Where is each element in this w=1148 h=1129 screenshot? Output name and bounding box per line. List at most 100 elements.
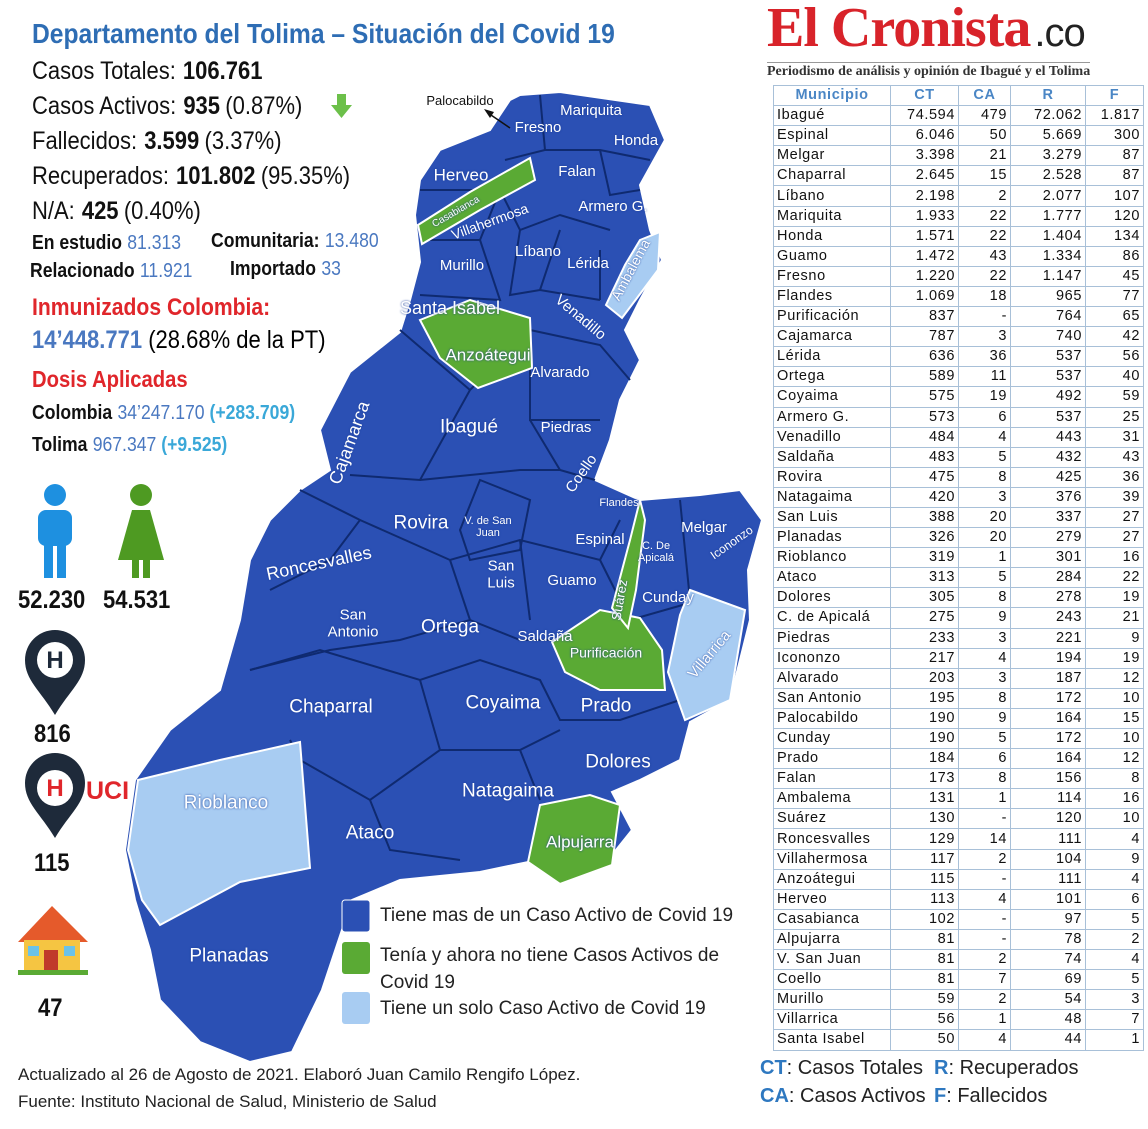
- table-row: Alpujarra 81-78 2: [773, 928, 1144, 951]
- table-cell: Palocabildo: [773, 707, 891, 730]
- table-cell: -: [958, 306, 1011, 328]
- table-cell: 81: [890, 928, 959, 951]
- table-cell: 27: [1085, 506, 1144, 529]
- table-cell: 2.528: [1010, 165, 1086, 187]
- municipality-label: Lérida: [567, 254, 609, 272]
- table-cell: 6: [1085, 888, 1144, 910]
- table-row: Fresno 1.220 22 1.147 45: [773, 265, 1144, 287]
- table-cell: 1.069: [890, 285, 959, 308]
- value: 106.761: [182, 57, 263, 85]
- table-row: Villarrica 56 1 48 7: [773, 1009, 1144, 1031]
- value: 14’448.771: [32, 326, 143, 354]
- table-row: Prado 184 6 164 12: [773, 748, 1144, 770]
- table-cell: 243: [1010, 607, 1086, 629]
- table-cell: 388: [890, 506, 959, 529]
- municipality-label: Palocabildo: [426, 92, 494, 108]
- municipality-label: V. de San Juan: [464, 514, 512, 539]
- table-cell: 1.334: [1010, 245, 1086, 267]
- municipality-label: Honda: [613, 131, 659, 149]
- table-cell: 4: [958, 888, 1011, 910]
- table-cell: 479: [958, 105, 1011, 127]
- table-cell: 1.147: [1010, 265, 1086, 287]
- label: N/A:: [32, 197, 75, 225]
- table-cell: Ambalema: [773, 788, 891, 810]
- table-cell: Melgar: [773, 145, 891, 167]
- table-cell: 101: [1010, 888, 1086, 910]
- table-cell: 107: [1085, 185, 1144, 207]
- label: Comunitaria:: [211, 230, 320, 252]
- table-cell: 59: [1085, 386, 1144, 408]
- table-row: Guamo 1.472 43 1.334 86: [773, 245, 1144, 267]
- summary-line: Recuperados: 101.802 (95.35%): [32, 162, 350, 191]
- table-cell: Rioblanco: [773, 547, 891, 569]
- table-cell: 8: [958, 768, 1011, 790]
- table-row: Piedras 233 3 221 9: [773, 627, 1144, 649]
- table-cell: 102: [890, 908, 959, 930]
- origin-item: Comunitaria: 13.480: [211, 230, 379, 253]
- table-row: Villahermosa 117 2 104 9: [773, 848, 1144, 870]
- table-row: Murillo 59 2 54 3: [773, 989, 1144, 1011]
- abbr-text: : Recuperados: [948, 1057, 1079, 1079]
- table-cell: 1: [1085, 1029, 1144, 1051]
- column-header: R: [1010, 84, 1086, 107]
- municipality-label: Saldaña: [517, 627, 573, 645]
- table-row: Cunday 190 5 172 10: [773, 727, 1144, 750]
- table-cell: 6: [958, 748, 1011, 770]
- table-cell: 740: [1010, 326, 1086, 348]
- municipality-label: Cunday: [642, 588, 694, 606]
- table-cell: Piedras: [773, 627, 891, 649]
- table-cell: 56: [1085, 346, 1144, 368]
- table-cell: 537: [1010, 346, 1086, 368]
- table-cell: 432: [1010, 446, 1086, 468]
- legend-swatch: [342, 942, 370, 974]
- header-row: Municipio CT CA R F: [773, 84, 1144, 107]
- abbr-key: F: [934, 1085, 947, 1107]
- table-cell: 1: [958, 547, 1011, 569]
- doses-row: Tolima 967.347 (+9.525): [32, 434, 227, 457]
- table-cell: 36: [1085, 466, 1144, 488]
- table-cell: 117: [890, 848, 959, 870]
- percent: (28.68% de la PT): [148, 326, 326, 354]
- uci-pin: H: [25, 753, 85, 838]
- table-cell: 2.077: [1010, 185, 1086, 207]
- footer-line: Actualizado al 26 de Agosto de 2021. Ela…: [18, 1065, 581, 1084]
- table-row: Armero G. 573 6 537 25: [773, 406, 1144, 428]
- table-row: Venadillo 484 4 443 31: [773, 426, 1144, 448]
- column-header: Municipio: [773, 84, 891, 107]
- abbr-text: : Casos Totales: [786, 1057, 924, 1079]
- table-row: Casabianca 102-97 5: [773, 908, 1144, 930]
- table-cell: 134: [1085, 225, 1144, 247]
- table-cell: Fresno: [773, 265, 891, 287]
- table-cell: Casabianca: [773, 908, 891, 930]
- table-cell: Flandes: [773, 285, 891, 308]
- table-cell: 120: [1085, 205, 1144, 227]
- table-cell: 156: [1010, 768, 1086, 790]
- table-row: V. San Juan 81 2 74 4: [773, 949, 1144, 971]
- table-cell: 50: [890, 1029, 959, 1051]
- table-cell: 97: [1010, 908, 1086, 930]
- table-cell: 16: [1085, 547, 1144, 569]
- table-cell: 3: [958, 326, 1011, 348]
- table-cell: Armero G.: [773, 406, 891, 428]
- municipality-label: Melgar: [681, 518, 727, 536]
- municipality-label: Herveo: [433, 165, 489, 185]
- table-cell: 4: [1085, 828, 1144, 850]
- table-cell: 120: [1010, 808, 1086, 830]
- table-row: Falan 173 8 156 8: [773, 768, 1144, 790]
- table-cell: Roncesvalles: [773, 828, 891, 850]
- column-header: CA: [958, 84, 1011, 107]
- table-row: Natagaima 420 3 376 39: [773, 486, 1144, 508]
- municipality-label: Santa Isabel: [399, 298, 501, 319]
- table-cell: 313: [890, 567, 959, 589]
- municipality-label: Fresno: [514, 118, 562, 136]
- value: 967.347: [92, 434, 157, 456]
- table-cell: 111: [1010, 868, 1086, 890]
- abbr-key: CA: [760, 1085, 789, 1107]
- table-cell: Honda: [773, 225, 891, 247]
- table-cell: 8: [1085, 768, 1144, 790]
- table-cell: 1.220: [890, 265, 959, 287]
- table-row: Herveo 113 4 101 6: [773, 888, 1144, 910]
- table-cell: 9: [958, 607, 1011, 629]
- municipality-label: Natagaima: [462, 780, 554, 802]
